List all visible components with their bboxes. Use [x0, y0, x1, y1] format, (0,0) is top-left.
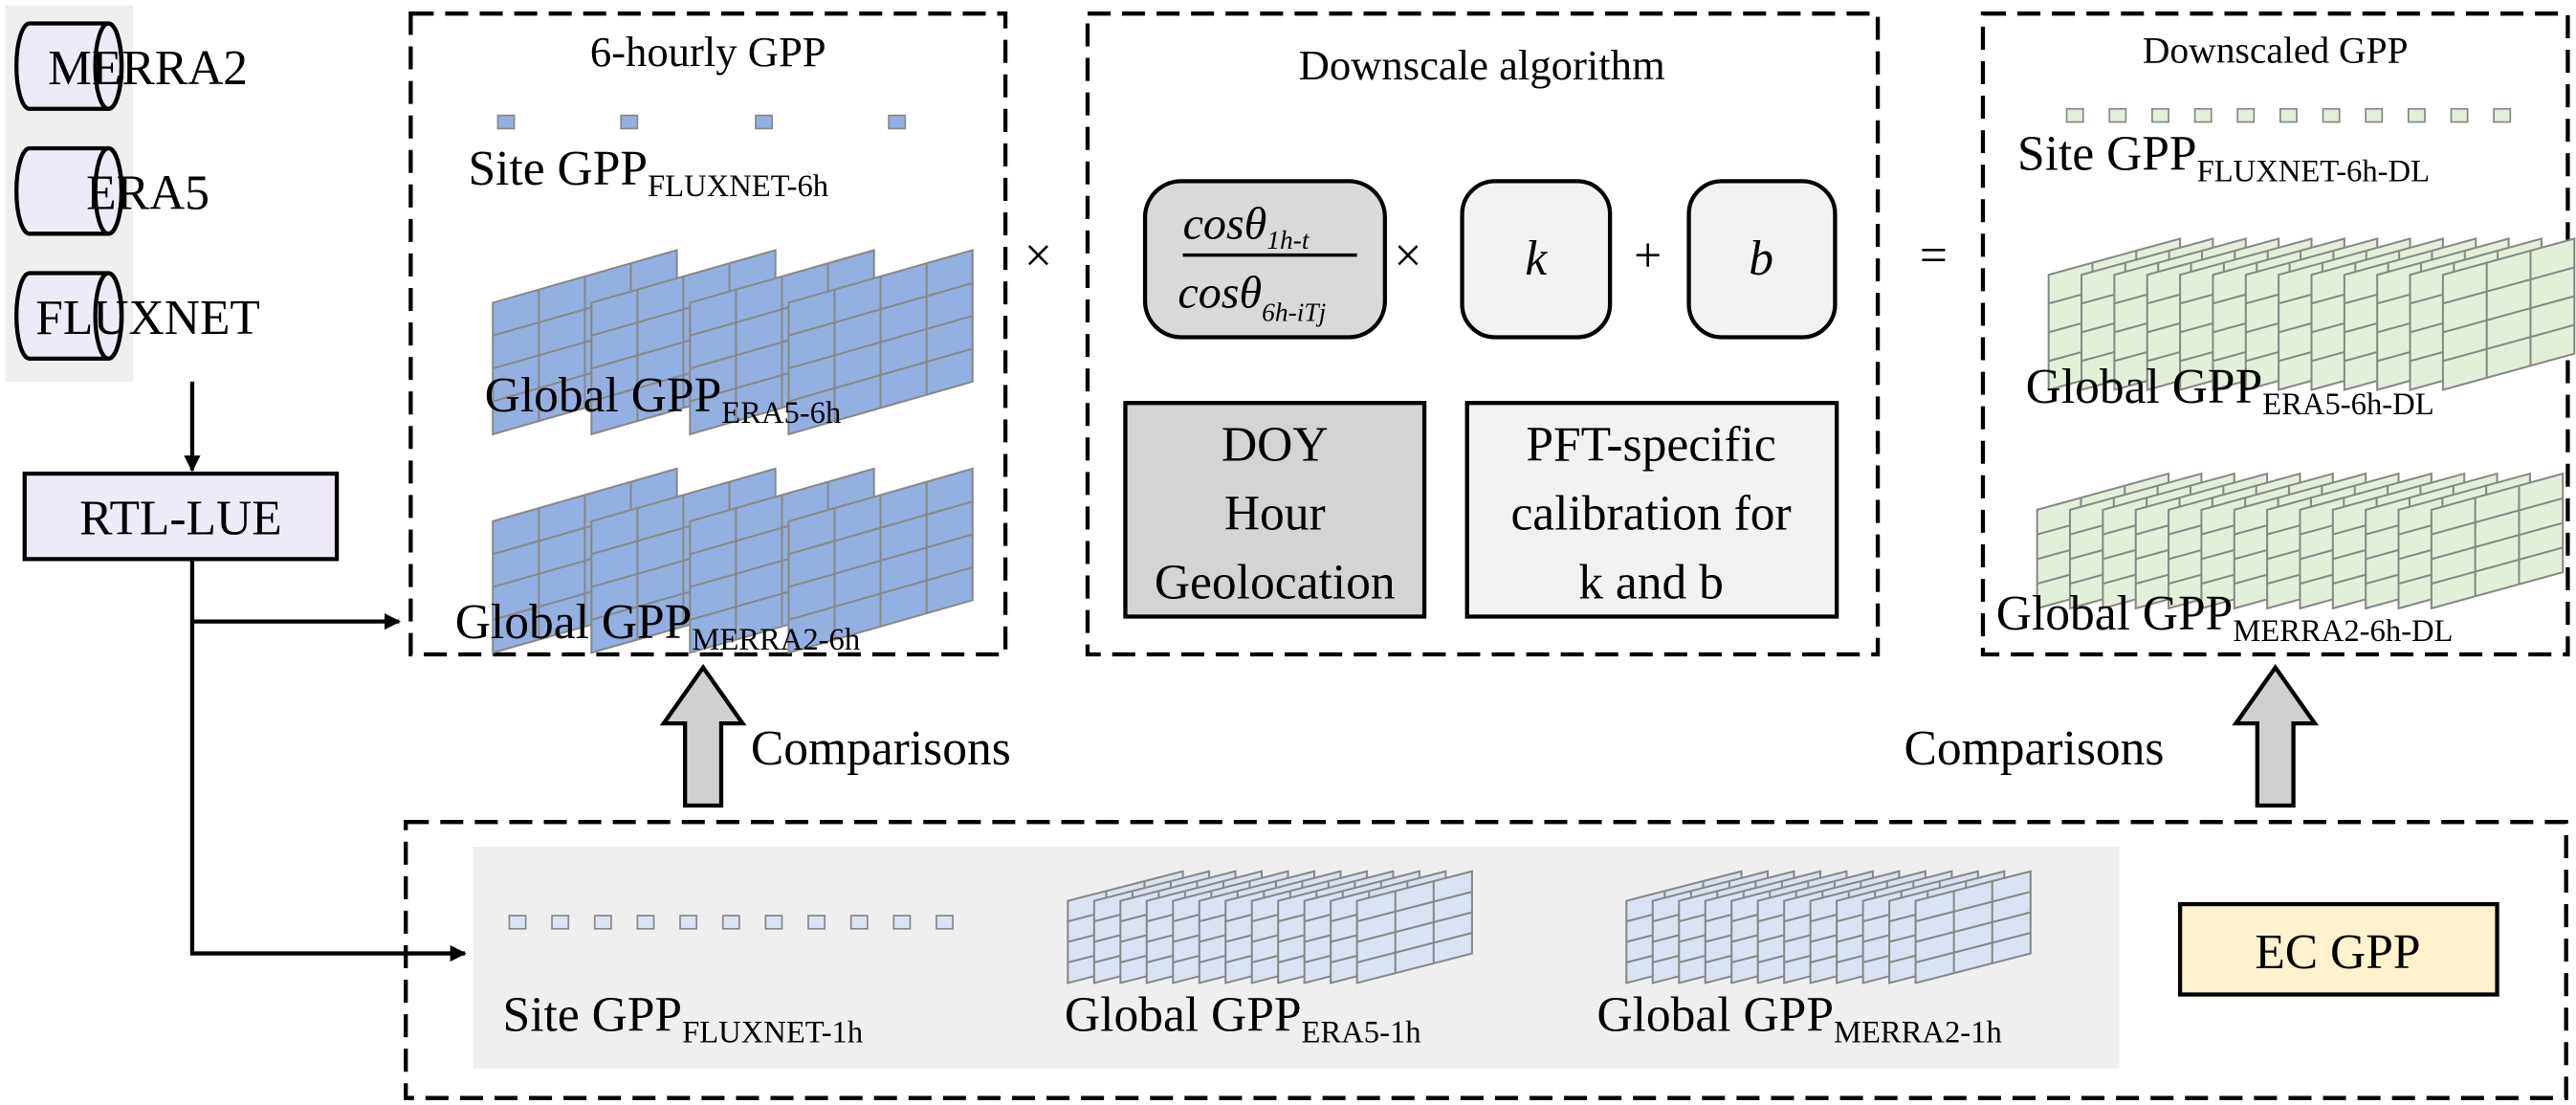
grid-panel — [2441, 237, 2576, 391]
site-marker — [679, 915, 698, 930]
merra2-1h-label: Global GPPMERRA2-1h — [1596, 987, 2001, 1050]
grid-stack-era5-6h-dl — [2047, 237, 2576, 391]
downscale-title: Downscale algorithm — [1299, 41, 1665, 89]
cosine-ratio-box — [1142, 179, 1387, 340]
site-marker — [764, 915, 783, 930]
ec-gpp-box — [2177, 901, 2499, 997]
site-marker — [2407, 107, 2426, 123]
grid-stack-era5-6h — [492, 249, 974, 436]
era5-6h-dl-label: Global GPPERA5-6h-DL — [2026, 360, 2434, 422]
calibration-line: PFT-specific — [1526, 417, 1775, 472]
site-gpp-6h-label: Site GPPFLUXNET-6h — [468, 142, 828, 204]
era5-1h-label: Global GPPERA5-1h — [1065, 987, 1421, 1050]
six-hourly-panel — [408, 11, 1008, 657]
k-label: k — [1525, 232, 1548, 286]
source-merra2: MERRA2 — [14, 21, 248, 111]
comparisons-label-right: Comparisons — [1904, 721, 2165, 776]
calibration-line: k and b — [1578, 556, 1724, 610]
times-operator: × — [1024, 229, 1052, 283]
six-hourly-title: 6-hourly GPP — [590, 28, 826, 76]
grid-panel — [2430, 472, 2565, 610]
site-marker — [620, 114, 639, 130]
site-marker — [849, 915, 869, 930]
denominator: cosθ6h-iTj — [1178, 268, 1326, 327]
k-box — [1460, 179, 1613, 340]
inputs-box — [1123, 401, 1427, 619]
downscaled-title: Downscaled GPP — [2143, 30, 2409, 72]
site-marker — [2065, 107, 2084, 123]
site-marker — [636, 915, 655, 930]
site-marker — [2279, 107, 2298, 123]
site-markers-1h — [508, 915, 954, 930]
site-marker — [551, 915, 570, 930]
numerator: cosθ1h-t — [1183, 198, 1310, 254]
grid-panel — [1355, 870, 1473, 984]
grid-stack-merra2-6h — [492, 467, 974, 654]
arrow-model-to-hourly — [189, 559, 467, 962]
times-operator-2: × — [1394, 229, 1421, 283]
site-marker — [593, 915, 612, 930]
site-marker — [2236, 107, 2256, 123]
site-marker — [936, 915, 954, 930]
site-marker — [2322, 107, 2341, 123]
site-gpp-6h-dl-label: Site GPPFLUXNET-6h-DL — [2017, 126, 2430, 188]
grid-stack-era5-1h — [1067, 870, 1473, 984]
source-fluxnet: FLUXNET — [14, 271, 260, 361]
hourly-panel — [404, 820, 2568, 1100]
model-box — [22, 471, 340, 562]
site-marker — [2151, 107, 2169, 123]
calibration-line: calibration for — [1510, 486, 1791, 541]
source-era5: ERA5 — [14, 145, 209, 236]
site-marker — [2365, 107, 2384, 123]
b-box — [1686, 179, 1838, 340]
site-marker — [888, 114, 907, 130]
plus-operator: + — [1634, 229, 1662, 283]
equals-operator: = — [1920, 229, 1948, 283]
input-geolocation: Geolocation — [1155, 556, 1396, 610]
downscale-panel — [1085, 11, 1881, 657]
site-markers-6h-dl — [2065, 107, 2512, 123]
site-marker — [508, 915, 527, 930]
model-label: RTL-LUE — [79, 492, 282, 546]
comparisons-label-left: Comparisons — [751, 721, 1011, 776]
calibration-box — [1464, 401, 1839, 619]
source-label: ERA5 — [86, 166, 209, 221]
site-marker — [721, 915, 740, 930]
site-marker — [755, 114, 774, 130]
site-marker — [2493, 107, 2512, 123]
site-marker — [2450, 107, 2469, 123]
site-marker — [807, 915, 826, 930]
site-marker — [892, 915, 912, 930]
input-doy: DOY — [1222, 417, 1329, 472]
grid-panel — [1914, 870, 2032, 984]
grid-panel — [787, 467, 974, 654]
comparison-arrow-right — [2232, 664, 2320, 808]
b-label: b — [1749, 232, 1773, 286]
site-marker — [2193, 107, 2213, 123]
merra2-6h-dl-label: Global GPPMERRA2-6h-DL — [1996, 586, 2454, 649]
source-label: MERRA2 — [48, 41, 248, 96]
grid-stack-merra2-1h — [1625, 870, 2032, 984]
site-marker — [496, 114, 516, 130]
ec-gpp-label: EC GPP — [2255, 925, 2420, 980]
comparison-arrow-left — [659, 664, 747, 808]
grid-panel — [787, 249, 974, 436]
source-label: FLUXNET — [35, 291, 260, 345]
merra2-6h-label: Global GPPMERRA2-6h — [455, 595, 860, 657]
site-gpp-1h-label: Site GPPFLUXNET-1h — [503, 987, 864, 1050]
site-marker — [2108, 107, 2127, 123]
input-hour: Hour — [1224, 486, 1326, 541]
site-markers-6h — [496, 114, 907, 130]
era5-6h-label: Global GPPERA5-6h — [485, 368, 842, 431]
grid-stack-merra2-6h-dl — [2036, 472, 2565, 610]
